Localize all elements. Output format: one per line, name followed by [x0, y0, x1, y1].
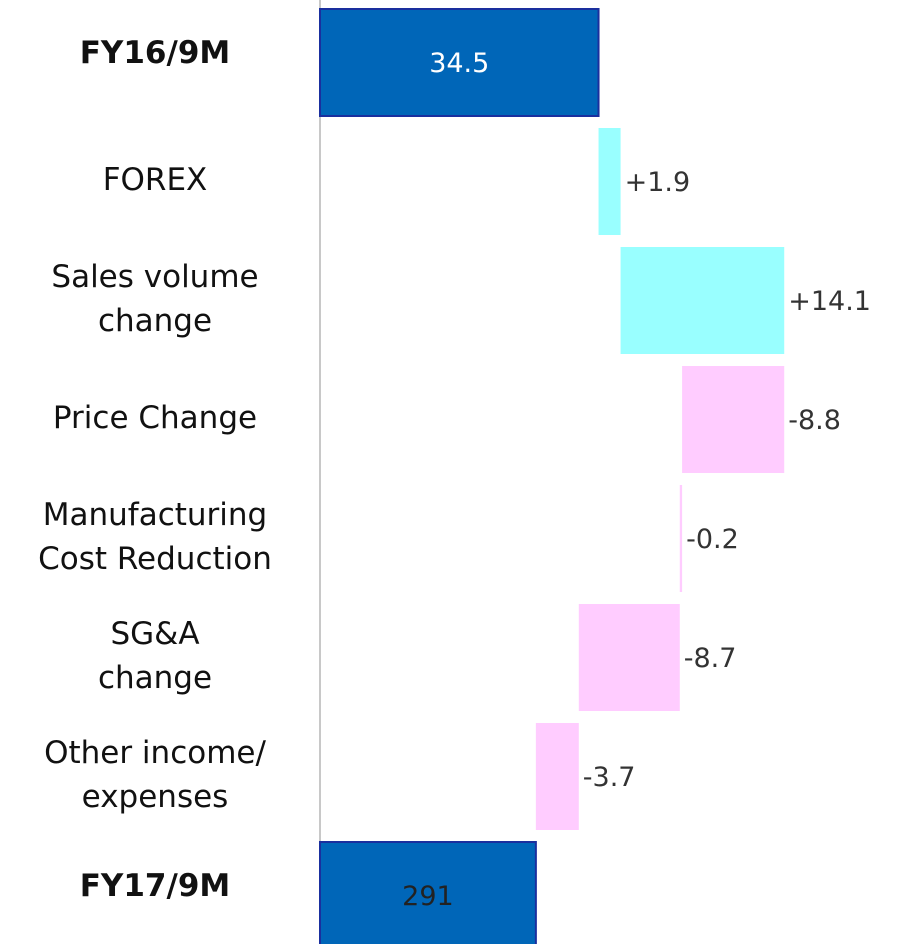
value-label: -0.2 [686, 524, 739, 555]
category-label: expenses [82, 779, 229, 815]
category-label: Cost Reduction [38, 541, 272, 577]
category-label: FOREX [103, 162, 208, 198]
category-label: Sales volume [51, 259, 258, 295]
value-label: 34.5 [429, 48, 489, 79]
bar [319, 8, 600, 117]
category-label: FY16/9M [80, 35, 231, 71]
category-label: Price Change [53, 400, 257, 436]
bar [578, 604, 680, 711]
value-label: +1.9 [625, 167, 691, 198]
bar [682, 366, 785, 473]
bar [319, 841, 537, 944]
bar [679, 485, 683, 592]
value-label: -8.8 [788, 405, 841, 436]
bar [620, 247, 785, 354]
bar [598, 128, 621, 235]
value-label: -3.7 [583, 762, 636, 793]
value-label: +14.1 [788, 286, 871, 317]
category-label: FY17/9M [80, 868, 231, 904]
value-label: 291 [402, 881, 454, 912]
category-label: Other income/ [44, 735, 266, 771]
value-label: -8.7 [684, 643, 737, 674]
bar [535, 723, 579, 830]
category-label: Manufacturing [43, 497, 267, 533]
category-label: change [98, 303, 212, 339]
category-label: change [98, 660, 212, 696]
category-label: SG&A [110, 616, 199, 652]
